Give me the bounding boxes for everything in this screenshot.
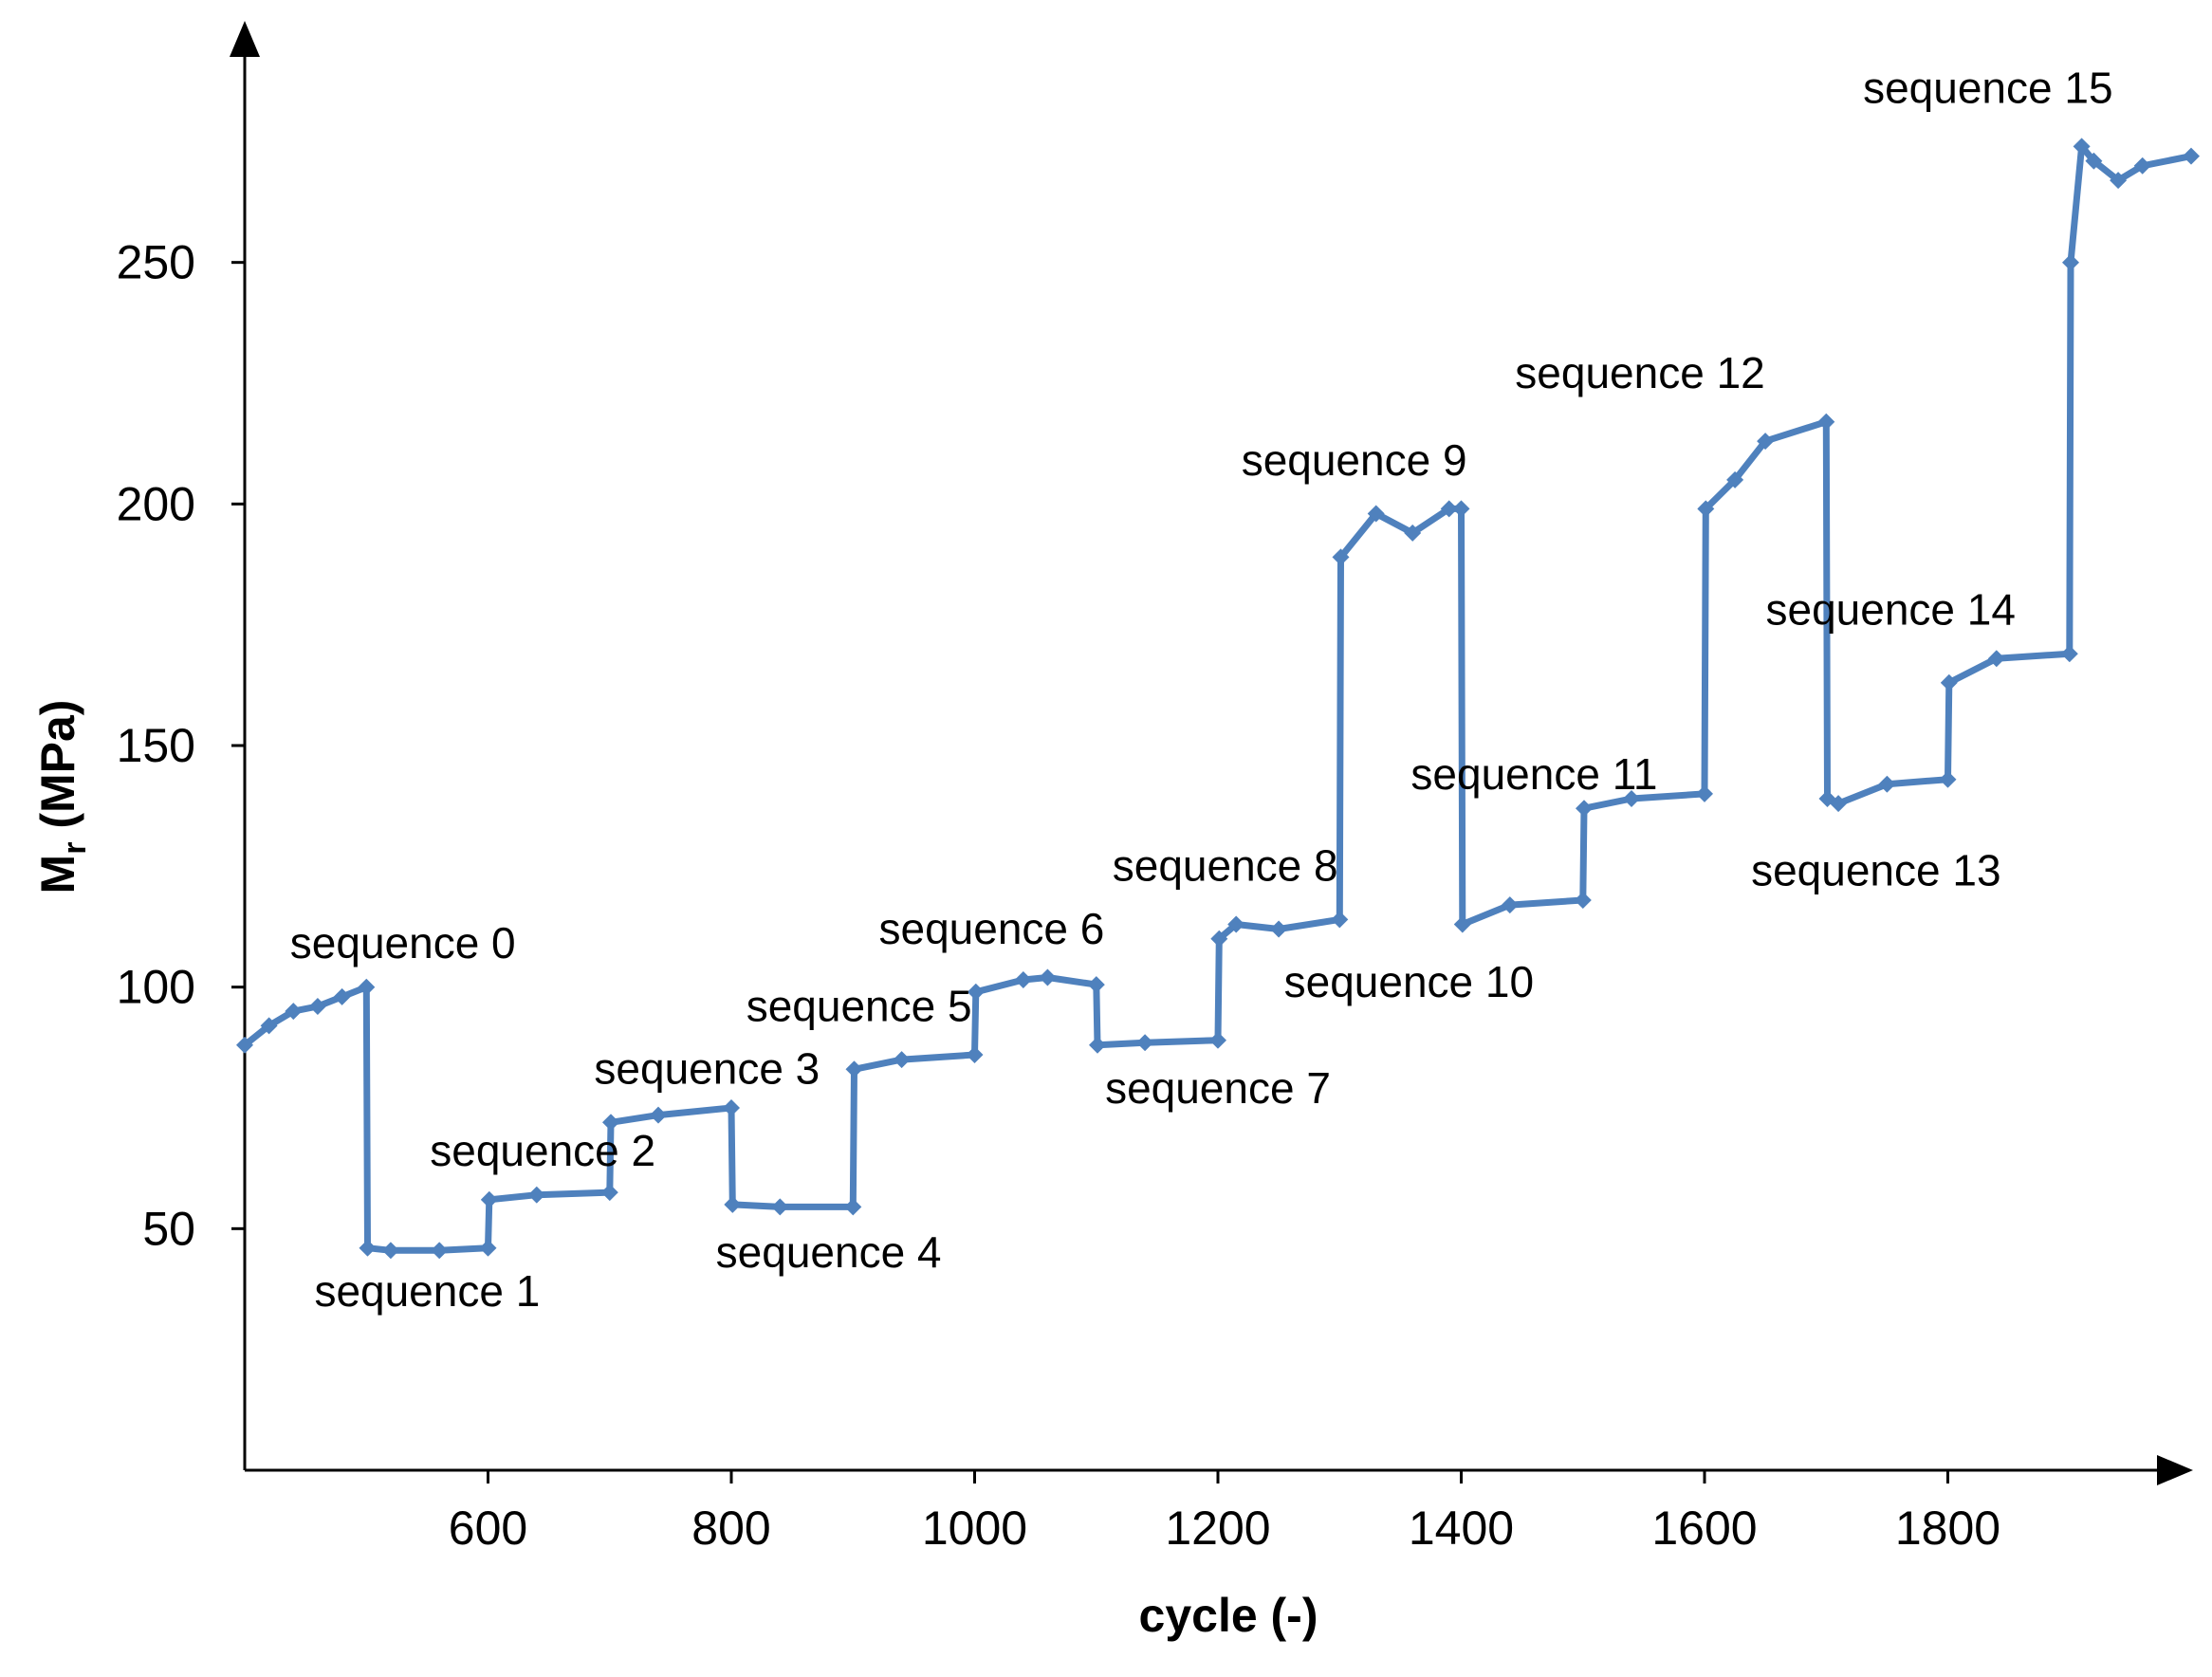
annotation-label: sequence 5 [747, 981, 972, 1030]
annotation-label: sequence 11 [1410, 749, 1657, 799]
x-tick-label: 800 [691, 1502, 770, 1555]
annotation-label: sequence 15 [1863, 64, 2112, 113]
y-tick-label: 250 [117, 236, 195, 289]
series-group [236, 138, 2200, 1260]
x-tick-label: 1000 [922, 1502, 1027, 1555]
y-axis-title-main: M [31, 855, 84, 894]
x-tick-label: 600 [449, 1502, 527, 1555]
x-tick-label: 1600 [1651, 1502, 1757, 1555]
annotation-label: sequence 0 [290, 918, 516, 968]
annotation-label: sequence 7 [1105, 1063, 1331, 1113]
annotation-label: sequence 12 [1515, 348, 1764, 397]
annotation-label: sequence 3 [594, 1044, 820, 1094]
annotations: sequence 0 sequence 1 sequence 2 sequence 3… [290, 64, 2113, 1316]
y-tick-label: 200 [117, 477, 195, 530]
y-tick-label: 50 [142, 1202, 195, 1255]
x-ticks: 600 800 1000 1200 1400 1600 1800 [449, 1470, 2000, 1555]
annotation-label: sequence 4 [716, 1227, 942, 1277]
x-tick-label: 1400 [1409, 1502, 1514, 1555]
series-line [236, 138, 2200, 1260]
annotation-label: sequence 2 [430, 1126, 655, 1175]
annotation-label: sequence 6 [879, 904, 1105, 953]
x-axis-arrow [2157, 1455, 2193, 1485]
y-axis-title-unit: (MPa) [31, 700, 84, 842]
annotation-label: sequence 8 [1113, 841, 1338, 891]
y-tick-label: 100 [117, 961, 195, 1014]
y-axis-title: Mr (MPa) [31, 700, 93, 894]
annotation-label: sequence 10 [1284, 957, 1534, 1006]
x-tick-label: 1800 [1895, 1502, 2000, 1555]
x-tick-label: 1200 [1165, 1502, 1270, 1555]
y-axis-arrow [230, 21, 260, 57]
y-ticks: 50 100 150 200 250 [117, 236, 245, 1255]
annotation-label: sequence 1 [314, 1266, 540, 1316]
y-axis-title-sub: r [57, 842, 93, 855]
annotation-label: sequence 14 [1765, 585, 2015, 635]
annotation-label: sequence 9 [1242, 435, 1467, 485]
y-tick-label: 150 [117, 719, 195, 772]
x-axis-title: cycle (-) [1139, 1589, 1318, 1642]
annotation-label: sequence 13 [1751, 846, 2000, 895]
